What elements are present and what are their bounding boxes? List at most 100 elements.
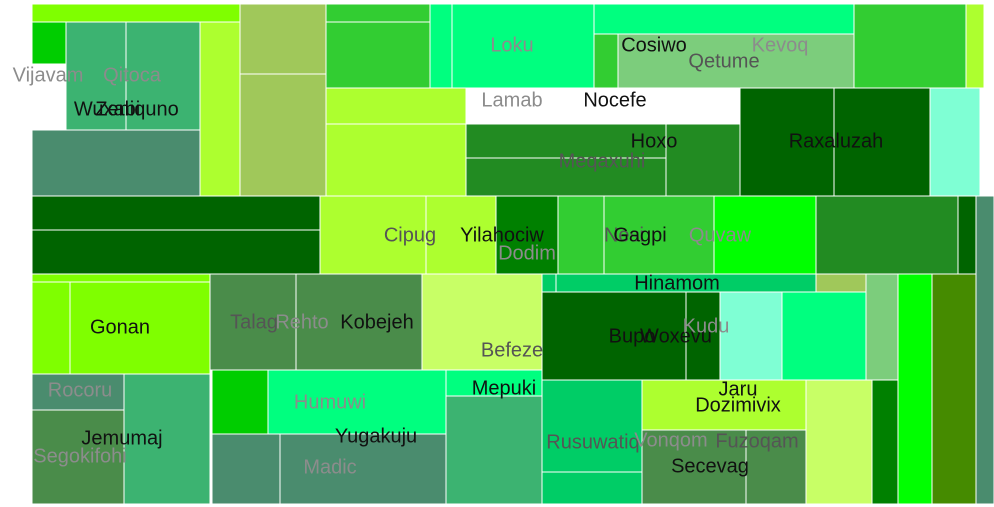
treemap-tile [31,21,67,65]
treemap-tile [31,281,71,375]
tile-label: Cipug [384,224,436,246]
treemap-tile [685,291,721,381]
tile-label: Hoxo [631,130,678,152]
treemap-tile [125,21,201,131]
treemap-tile [931,273,977,505]
treemap-tile [557,195,605,275]
tile-label: Talag [230,311,278,333]
tile-label: Raxaluzah [789,130,884,152]
treemap-tile [929,87,981,197]
treemap-tile [123,373,211,505]
tile-label: Fuzoqam [715,430,798,452]
treemap-tile [421,273,543,371]
treemap-tile [445,395,543,505]
treemap-tile [211,369,269,435]
tile-label: Secevag [671,455,749,477]
treemap-tile [871,379,899,505]
tile-label: Segokifohi [33,445,126,467]
treemap-tile [445,369,543,397]
treemap-tile [319,195,427,275]
treemap-tile [815,195,959,275]
treemap-tile [541,379,643,473]
tile-label: Kobejeh [340,311,413,333]
treemap-tile [593,3,855,35]
treemap-tile [641,429,747,505]
tile-label: Hinamom [634,272,720,294]
tile-label: Madic [303,456,356,478]
tile-label: Loku [490,34,533,56]
treemap-tile [31,129,201,197]
treemap-tile [897,273,933,505]
treemap-tile [739,87,835,197]
treemap-tile [713,195,817,275]
tile-label: Lamab [481,89,542,111]
tile-label: Nocefe [583,89,646,111]
treemap-tile [429,3,453,89]
treemap-tile [957,195,977,275]
treemap-tile [781,291,867,381]
treemap-tile [451,3,595,89]
tile-label: Gagpi [613,224,666,246]
tile-label: Yugakuju [335,425,417,447]
tile-label: Nesi [604,224,644,246]
treemap-tile [239,73,327,197]
treemap-tile [325,87,467,125]
tile-label: Jaru [719,378,758,400]
treemap-tile [541,273,557,293]
treemap-tile [31,229,321,275]
tile-label: Befeze [481,339,543,361]
tile-label: Gonan [90,316,150,338]
tile-label: Qitoca [103,64,162,86]
tile-label: Rehto [275,311,328,333]
tile-label: Zeniquno [95,98,178,120]
treemap-tile [211,433,281,505]
treemap-tile [239,3,327,75]
tile-label: Yilahociw [460,224,544,246]
treemap-tile [975,195,994,505]
treemap-tile [465,157,667,197]
treemap-tile [267,369,447,435]
tile-label: Jemumaj [81,427,162,449]
treemap-tile [209,273,297,371]
treemap-tile [853,3,967,89]
treemap-tile [719,291,783,381]
tile-label: Kudu [683,315,730,337]
treemap-tile [325,3,431,23]
tile-label: Bupo [609,325,656,347]
tile-label: Rusuwatiq [546,431,639,453]
treemap-tile [593,33,619,89]
tile-label: Mepuki [472,377,536,399]
treemap-tile [541,291,687,381]
treemap-tile [325,21,431,89]
treemap-tile [31,373,125,411]
treemap-tile [815,273,867,293]
treemap-tile [603,195,715,275]
treemap-tile [617,33,855,89]
treemap-tile [865,273,899,381]
treemap-tile [31,409,125,505]
tile-label: Humuwi [294,391,366,413]
tile-label: Woxevu [640,325,712,347]
treemap-tile [965,3,985,89]
treemap-tile [541,471,643,505]
treemap-tile [65,21,127,131]
tile-label: Vijavam [13,64,84,86]
treemap-tile [805,379,873,505]
tile-label: Rocoru [48,379,112,401]
treemap-tile [31,273,211,283]
treemap-tile [745,429,807,505]
treemap-tile [495,195,559,275]
treemap-tile [325,123,467,197]
tile-label: Quvaw [689,224,752,246]
tile-label: Cosiwo [621,34,687,56]
tile-label: Dozimivix [695,394,781,416]
treemap-tile [199,21,241,197]
treemap-tile [69,281,211,375]
tile-label: Meqaxuhi [559,150,646,172]
treemap-tile [31,3,241,23]
tile-label: Dodim [498,242,556,264]
treemap-tile [31,195,321,231]
tile-label: Qetume [688,50,759,72]
tile-label: Vonqom [634,429,707,451]
